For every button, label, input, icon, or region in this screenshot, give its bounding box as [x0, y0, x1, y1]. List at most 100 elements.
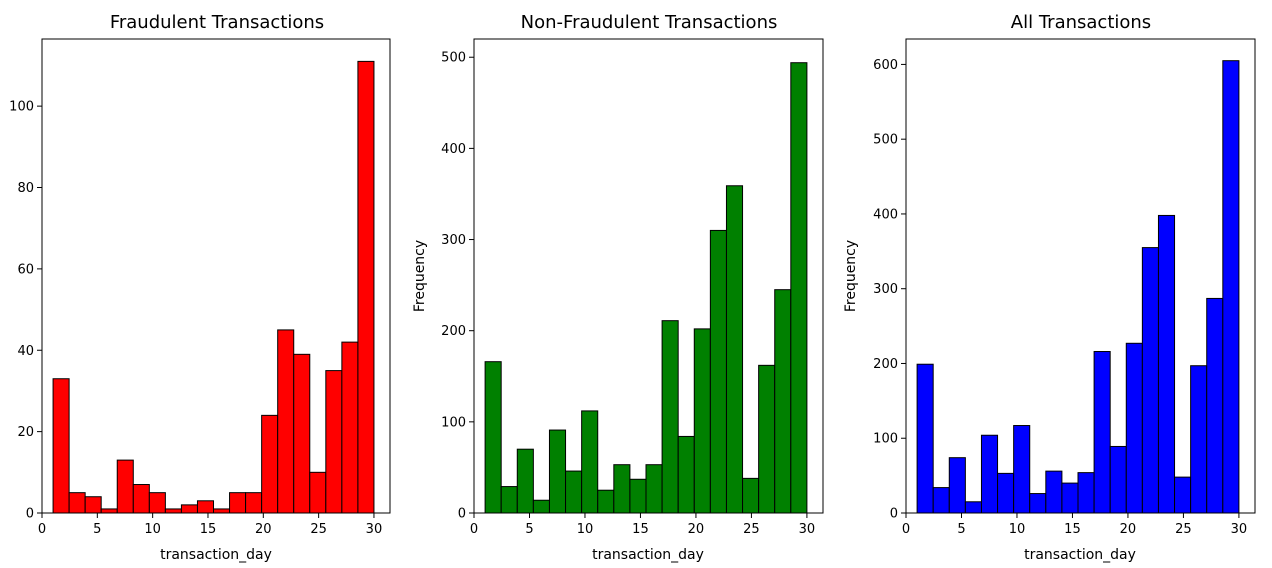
histogram-bar	[196, 500, 215, 514]
x-tick-label: 5	[93, 522, 101, 537]
histogram-bar	[980, 434, 999, 514]
histogram-bar	[693, 328, 711, 514]
histogram-bar	[148, 492, 166, 514]
x-tick-label: 15	[200, 522, 217, 537]
histogram-bar	[932, 487, 950, 514]
histogram-bar	[116, 459, 134, 514]
histogram-bar	[277, 329, 295, 514]
histogram-bar	[758, 364, 776, 514]
y-tick-label: 60	[17, 262, 34, 277]
y-tick-label: 100	[9, 100, 34, 115]
x-tick-label: 25	[1175, 522, 1192, 537]
y-tick-label: 200	[441, 324, 466, 339]
y-axis-ticks: 0 100 200 300 400 500 600	[873, 58, 906, 522]
histogram-bar	[725, 185, 744, 514]
histogram-bar	[565, 470, 583, 514]
x-tick-label: 20	[688, 522, 705, 537]
y-tick-label: 100	[441, 415, 466, 430]
histogram-bar	[1061, 482, 1079, 514]
histogram-bar	[484, 361, 502, 514]
y-tick-label: 200	[873, 357, 898, 372]
histogram-bar	[1093, 351, 1111, 514]
histogram-bar	[164, 508, 182, 514]
x-axis-label: transaction_day	[160, 547, 272, 563]
x-tick-label: 20	[1120, 522, 1137, 537]
histogram-bar	[357, 60, 375, 514]
histogram-bar	[774, 289, 792, 514]
histogram-bar	[709, 229, 727, 514]
all-transactions-histogram-panel: All Transactions 0 5 10 15 20 25 30 0 100 200 300…	[843, 12, 1256, 563]
histogram-bar	[581, 410, 599, 514]
x-tick-label: 30	[366, 522, 383, 537]
chart-title: Fraudulent Transactions	[110, 12, 324, 33]
histogram-bar	[548, 429, 567, 514]
histogram-bar	[52, 378, 70, 514]
histogram-bar	[532, 499, 550, 514]
y-tick-label: 500	[441, 51, 466, 66]
bar-group	[52, 60, 375, 514]
x-axis-ticks: 0 5 10 15 20 25 30	[902, 513, 1247, 537]
x-tick-label: 15	[632, 522, 649, 537]
histogram-bar	[742, 477, 760, 514]
x-tick-label: 5	[525, 522, 533, 537]
histogram-bar	[261, 414, 279, 514]
y-tick-label: 0	[458, 507, 466, 522]
histogram-bar	[309, 471, 327, 514]
histogram-bar	[68, 492, 86, 514]
y-tick-label: 400	[441, 142, 466, 157]
histogram-bar	[677, 435, 695, 514]
y-axis-ticks: 0 100 200 300 400 500	[441, 51, 474, 522]
histogram-bar	[325, 370, 343, 514]
histogram-bar	[1206, 297, 1224, 514]
histogram-bar	[132, 484, 150, 514]
y-tick-label: 0	[26, 507, 34, 522]
histogram-bar	[1045, 470, 1063, 514]
x-axis-label: transaction_day	[1024, 547, 1136, 563]
plot-frame	[905, 38, 1256, 514]
histogram-bar	[1109, 445, 1127, 514]
y-tick-label: 500	[873, 133, 898, 148]
histogram-bar	[516, 448, 534, 514]
x-tick-label: 10	[144, 522, 161, 537]
x-axis-label: transaction_day	[592, 547, 704, 563]
histogram-bar	[916, 363, 934, 514]
histogram-bar	[661, 320, 679, 514]
x-tick-label: 25	[310, 522, 327, 537]
y-tick-label: 400	[873, 207, 898, 222]
fraudulent-histogram-panel: Fraudulent Transactions 0 5 10 15 20 25 30 0 20…	[9, 12, 391, 563]
x-tick-label: 30	[799, 522, 816, 537]
histogram-bar	[1077, 472, 1095, 514]
histogram-bar	[629, 478, 647, 514]
x-tick-label: 10	[577, 522, 594, 537]
histogram-bar	[500, 486, 518, 514]
x-tick-label: 0	[902, 522, 910, 537]
x-axis-ticks: 0 5 10 15 20 25 30	[470, 513, 815, 537]
y-tick-label: 20	[17, 425, 34, 440]
histogram-bar	[1222, 60, 1240, 514]
y-tick-label: 0	[890, 507, 898, 522]
y-tick-label: 100	[873, 432, 898, 447]
histogram-bar	[245, 492, 263, 514]
x-tick-label: 0	[38, 522, 46, 537]
histogram-bar	[1141, 247, 1159, 514]
histogram-bar	[597, 489, 615, 514]
histogram-bar	[1125, 342, 1143, 514]
x-tick-label: 5	[957, 522, 965, 537]
histogram-bar	[645, 464, 663, 514]
y-tick-label: 40	[17, 344, 34, 359]
y-axis-label: Frequency	[412, 240, 428, 312]
y-tick-label: 600	[873, 58, 898, 73]
histogram-bar	[213, 508, 231, 514]
histogram-bar	[1013, 425, 1031, 514]
bar-group	[484, 62, 808, 514]
histogram-bar	[293, 353, 311, 514]
y-axis-label: Frequency	[843, 240, 859, 312]
plot-frame	[473, 38, 824, 514]
histogram-bar	[341, 341, 359, 514]
x-tick-label: 20	[255, 522, 272, 537]
chart-title: Non-Fraudulent Transactions	[521, 12, 778, 33]
histogram-bar	[84, 496, 102, 514]
x-tick-label: 0	[470, 522, 478, 537]
histogram-bar	[964, 501, 982, 514]
chart-title: All Transactions	[1011, 12, 1151, 33]
